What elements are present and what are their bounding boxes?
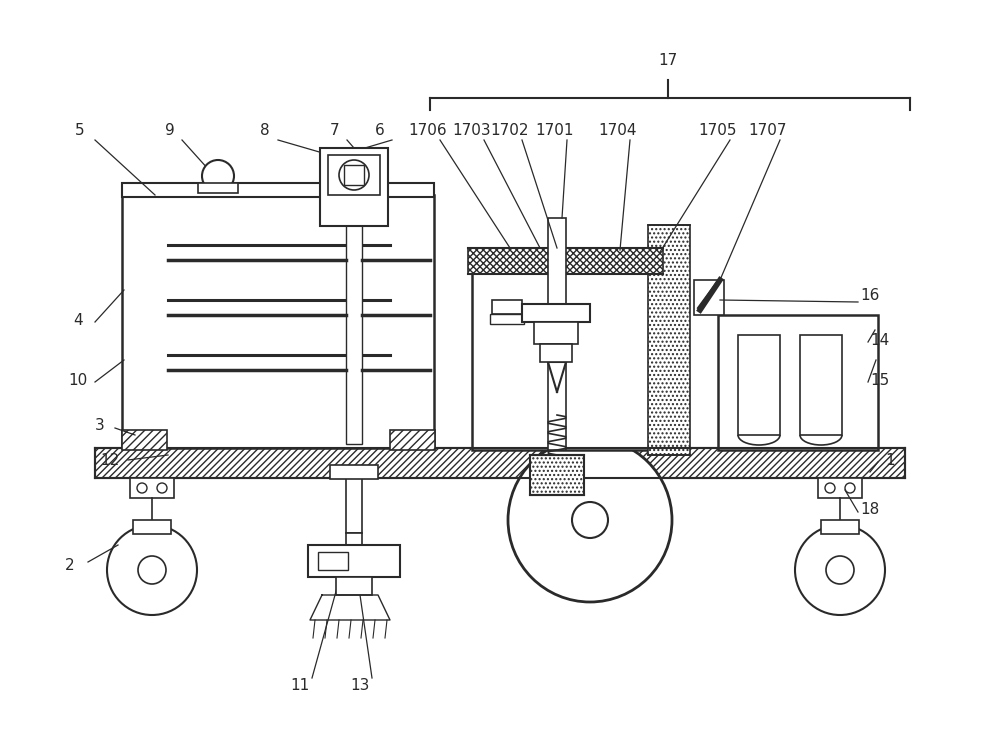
Text: 14: 14 xyxy=(870,332,890,348)
Text: 3: 3 xyxy=(95,417,105,432)
Text: 18: 18 xyxy=(860,503,880,517)
Bar xyxy=(492,300,522,314)
Text: 16: 16 xyxy=(860,287,880,303)
Text: 1702: 1702 xyxy=(491,123,529,137)
Circle shape xyxy=(845,483,855,493)
Bar xyxy=(346,478,362,533)
Text: 1704: 1704 xyxy=(599,123,637,137)
Text: 1701: 1701 xyxy=(536,123,574,137)
Bar xyxy=(328,155,380,195)
Text: 12: 12 xyxy=(100,453,120,467)
Bar xyxy=(130,478,174,498)
Text: 4: 4 xyxy=(73,312,83,328)
Text: 5: 5 xyxy=(75,123,85,137)
Circle shape xyxy=(137,483,147,493)
Text: 8: 8 xyxy=(260,123,270,137)
Bar xyxy=(548,218,566,450)
Text: 10: 10 xyxy=(68,373,88,387)
Circle shape xyxy=(157,483,167,493)
Text: 1703: 1703 xyxy=(453,123,491,137)
Text: 6: 6 xyxy=(375,123,385,137)
Bar xyxy=(468,248,663,274)
Bar xyxy=(718,315,878,450)
Bar xyxy=(522,304,590,322)
Bar xyxy=(308,545,400,577)
Text: 1707: 1707 xyxy=(749,123,787,137)
Circle shape xyxy=(508,438,672,602)
Circle shape xyxy=(572,502,608,538)
Circle shape xyxy=(202,160,234,192)
Text: 2: 2 xyxy=(65,558,75,573)
Bar xyxy=(800,335,842,435)
Bar xyxy=(738,335,780,435)
Circle shape xyxy=(138,556,166,584)
Text: 13: 13 xyxy=(350,678,370,692)
Bar xyxy=(648,225,690,455)
Text: 15: 15 xyxy=(870,373,890,387)
Text: 9: 9 xyxy=(165,123,175,137)
Bar xyxy=(122,195,434,448)
Bar xyxy=(320,148,388,226)
Circle shape xyxy=(107,525,197,615)
Bar xyxy=(540,344,572,362)
Bar xyxy=(95,448,905,478)
Bar xyxy=(133,520,171,534)
Text: 1706: 1706 xyxy=(409,123,447,137)
Bar xyxy=(336,577,372,595)
Bar xyxy=(534,322,578,344)
Bar xyxy=(122,183,434,197)
Circle shape xyxy=(826,556,854,584)
Text: 7: 7 xyxy=(330,123,340,137)
Text: 11: 11 xyxy=(290,678,310,692)
Bar xyxy=(344,165,364,185)
Bar xyxy=(821,520,859,534)
Bar xyxy=(198,183,238,193)
Bar xyxy=(390,430,435,450)
Bar xyxy=(530,455,584,495)
Bar xyxy=(318,552,348,570)
Circle shape xyxy=(825,483,835,493)
Bar xyxy=(694,280,724,315)
Bar xyxy=(818,478,862,498)
Bar xyxy=(346,224,362,444)
Text: 1705: 1705 xyxy=(699,123,737,137)
Circle shape xyxy=(795,525,885,615)
Text: 1: 1 xyxy=(885,453,895,467)
Bar xyxy=(122,430,167,450)
Bar xyxy=(490,314,524,324)
Text: 17: 17 xyxy=(658,52,678,68)
Polygon shape xyxy=(310,595,390,620)
Bar xyxy=(346,533,362,578)
Bar xyxy=(472,250,667,450)
Circle shape xyxy=(339,160,369,190)
Bar xyxy=(330,465,378,479)
